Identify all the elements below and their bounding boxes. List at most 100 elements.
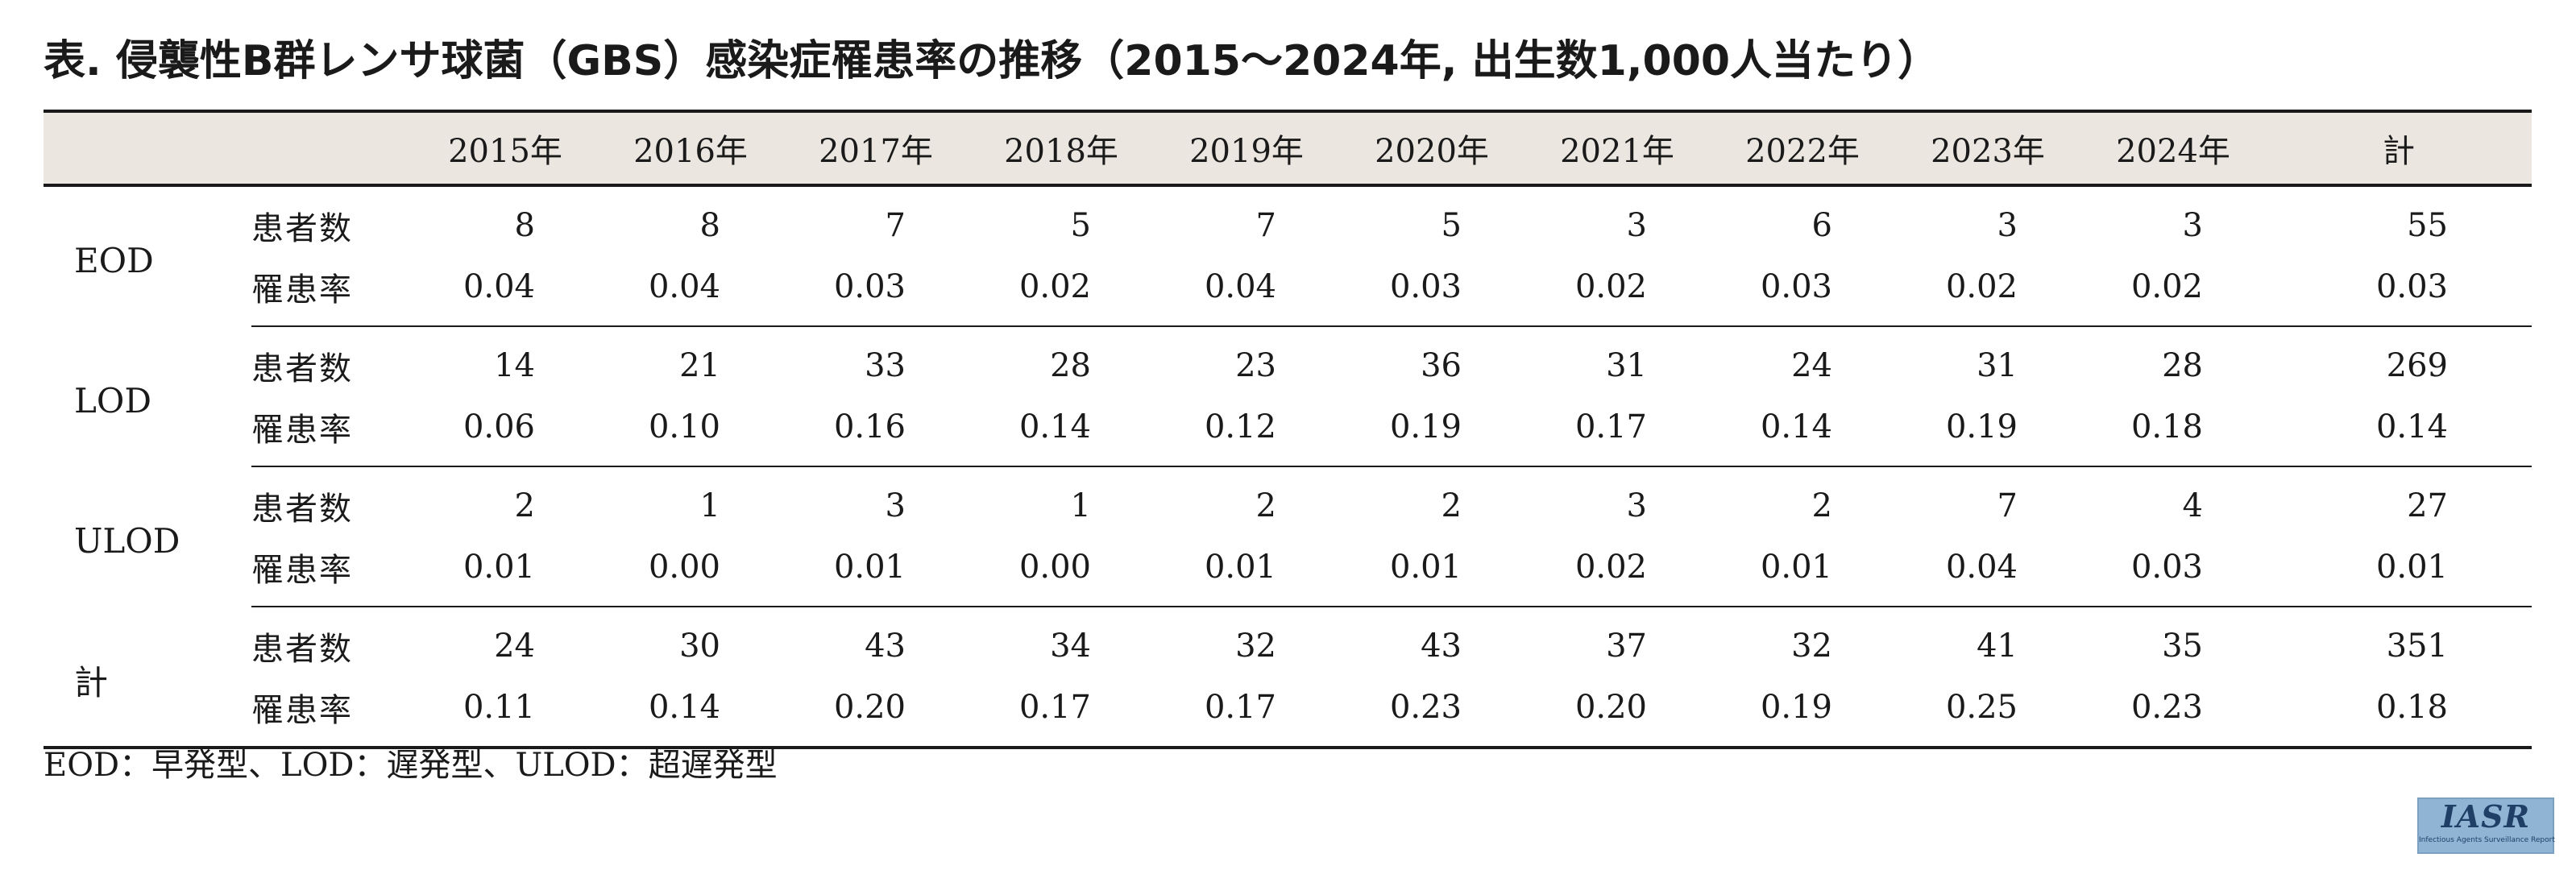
logo-text: IASR [2441,798,2531,835]
value-cell: 2 [514,487,535,524]
value-cell: 5 [1441,207,1462,244]
value-cell: 0.20 [1574,689,1647,726]
value-cell: 0.20 [833,689,906,726]
value-cell: 0.01 [1339,536,1524,607]
total-cell: 269 [2386,347,2448,384]
value-cell: 0.01 [1710,536,1895,607]
table-body: EOD 患者数 8 8 7 5 7 5 3 6 3 3 55 罹患率 0.04 0.04 0.03 0.02 0.0… [44,185,2532,748]
value-cell: 28 [1050,347,1091,384]
value-cell: 3 [885,487,906,524]
metric-label: 罹患率 [251,692,353,729]
value-cell: 0.17 [1524,396,1710,467]
value-cell: 0.03 [2080,536,2266,607]
value-cell: 14 [494,347,535,384]
header-year: 2018年 [969,111,1154,187]
value-cell: 30 [679,628,720,665]
group-label: ULOD [74,520,180,561]
header-year: 2016年 [598,111,783,187]
value-cell: 36 [1421,347,1462,384]
metric-label: 患者数 [251,491,353,528]
value-cell: 7 [1255,207,1276,244]
value-cell: 0.12 [1154,396,1339,467]
header-row: 2015年 2016年 2017年 2018年 2019年 2020年 2021… [44,111,2532,187]
value-cell: 8 [699,207,720,244]
table-row: 計 患者数 24 30 43 34 32 43 37 32 41 35 351 [44,607,2532,702]
value-cell: 24 [1791,347,1832,384]
header-year: 2017年 [783,111,969,187]
header-year: 2021年 [1524,111,1710,187]
value-cell: 0.19 [1760,689,1832,726]
metric-label: 罹患率 [251,256,413,327]
table-row: 罹患率 0.01 0.00 0.01 0.00 0.01 0.01 0.02 0.01 0.04 0… [44,536,2532,607]
value-cell: 32 [1235,628,1276,665]
value-cell: 0.04 [598,256,783,327]
header-blank-group [44,111,251,187]
iasr-logo: IASR Infectious Agents Surveillance Repo… [2417,798,2555,854]
value-cell: 0.14 [1710,396,1895,467]
header-year: 2020年 [1339,111,1524,187]
value-cell: 0.02 [1524,536,1710,607]
value-cell: 0.18 [2080,396,2266,467]
value-cell: 0.02 [1524,256,1710,327]
metric-label: 罹患率 [251,536,413,607]
incidence-table: 2015年 2016年 2017年 2018年 2019年 2020年 2021… [44,110,2532,749]
value-cell: 0.01 [783,536,969,607]
value-cell: 0.03 [1710,256,1895,327]
total-cell: 0.18 [2375,689,2448,726]
value-cell: 0.25 [1945,689,2018,726]
table-title: 表. 侵襲性B群レンサ球菌（GBS）感染症罹患率の推移（2015〜2024年, … [44,37,1940,85]
value-cell: 31 [1606,347,1647,384]
value-cell: 7 [1997,487,2018,524]
value-cell: 0.04 [413,256,598,327]
value-cell: 0.03 [1339,256,1524,327]
value-cell: 0.00 [598,536,783,607]
total-cell: 27 [2407,487,2448,524]
header-blank-metric [251,111,413,187]
value-cell: 0.06 [413,396,598,467]
logo-subtext: Infectious Agents Surveillance Report [2419,836,2555,844]
value-cell: 7 [885,207,906,244]
value-cell: 0.10 [598,396,783,467]
value-cell: 0.23 [2130,689,2203,726]
value-cell: 0.17 [1018,689,1091,726]
value-cell: 0.04 [1895,536,2080,607]
header-year: 2022年 [1710,111,1895,187]
value-cell: 0.02 [1895,256,2080,327]
value-cell: 0.04 [1154,256,1339,327]
value-cell: 34 [1050,628,1091,665]
value-cell: 0.19 [1895,396,2080,467]
header-year: 2019年 [1154,111,1339,187]
value-cell: 2 [1811,487,1832,524]
value-cell: 3 [2182,207,2203,244]
table-row: ULOD 患者数 2 1 3 1 2 2 3 2 7 4 27 [44,466,2532,561]
group-label: LOD [74,380,151,420]
value-cell: 21 [679,347,720,384]
value-cell: 0.01 [1154,536,1339,607]
value-cell: 6 [1811,207,1832,244]
value-cell: 28 [2162,347,2203,384]
table-row: 罹患率 0.11 0.14 0.20 0.17 0.17 0.23 0.20 0.19 0.25 0… [44,677,2532,748]
group-label: EOD [74,241,154,280]
value-cell: 2 [1255,487,1276,524]
total-cell: 0.14 [2266,396,2532,467]
value-cell: 1 [1070,487,1091,524]
value-cell: 35 [2162,628,2203,665]
header-year: 2023年 [1895,111,2080,187]
total-cell: 0.01 [2266,536,2532,607]
footnote: EOD：早発型、LOD：遅発型、ULOD：超遅発型 [44,747,778,784]
value-cell: 8 [514,207,535,244]
value-cell: 0.14 [648,689,720,726]
incidence-table-container: 2015年 2016年 2017年 2018年 2019年 2020年 2021… [44,110,2532,749]
value-cell: 24 [494,628,535,665]
value-cell: 0.01 [413,536,598,607]
value-cell: 23 [1235,347,1276,384]
value-cell: 2 [1441,487,1462,524]
metric-label: 患者数 [251,631,353,668]
metric-label: 罹患率 [251,396,413,467]
value-cell: 0.02 [2080,256,2266,327]
value-cell: 5 [1070,207,1091,244]
header-year: 2015年 [413,111,598,187]
value-cell: 33 [865,347,906,384]
total-cell: 55 [2407,207,2448,244]
table-row: 罹患率 0.06 0.10 0.16 0.14 0.12 0.19 0.17 0.14 0.19 0… [44,396,2532,467]
